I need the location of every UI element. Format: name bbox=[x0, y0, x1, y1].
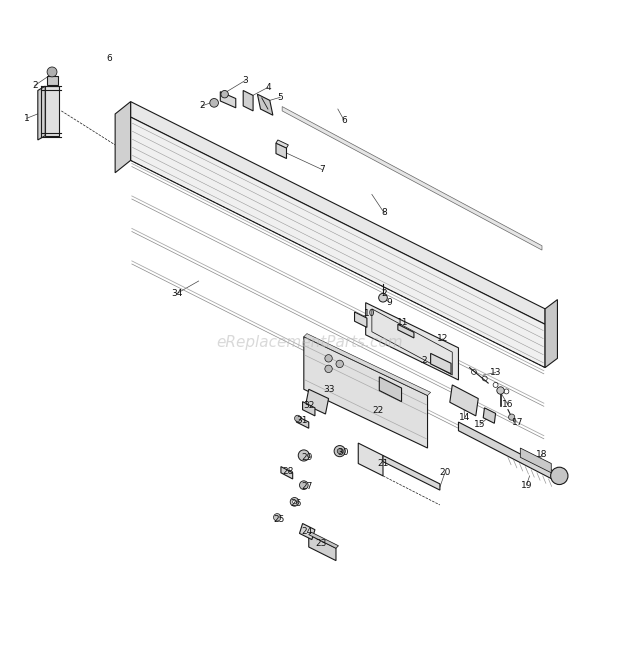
Polygon shape bbox=[299, 524, 315, 539]
Polygon shape bbox=[358, 443, 383, 476]
Circle shape bbox=[293, 500, 296, 504]
Text: 4: 4 bbox=[265, 83, 271, 92]
Text: 2: 2 bbox=[199, 101, 205, 110]
Polygon shape bbox=[131, 117, 545, 368]
Polygon shape bbox=[306, 389, 329, 414]
Text: 24: 24 bbox=[301, 527, 312, 536]
Text: 31: 31 bbox=[296, 416, 308, 425]
Polygon shape bbox=[243, 91, 253, 111]
Text: 6: 6 bbox=[106, 54, 112, 63]
Circle shape bbox=[221, 91, 228, 98]
Polygon shape bbox=[281, 467, 293, 479]
Text: 32: 32 bbox=[303, 401, 314, 410]
Text: 28: 28 bbox=[283, 467, 294, 476]
Polygon shape bbox=[450, 385, 478, 416]
Circle shape bbox=[551, 467, 568, 485]
Polygon shape bbox=[257, 94, 273, 115]
Text: 19: 19 bbox=[521, 481, 532, 490]
Polygon shape bbox=[379, 377, 402, 402]
Text: 25: 25 bbox=[273, 515, 285, 524]
Polygon shape bbox=[383, 455, 440, 490]
Polygon shape bbox=[309, 535, 336, 561]
Polygon shape bbox=[131, 102, 545, 325]
Circle shape bbox=[210, 98, 218, 107]
Circle shape bbox=[298, 450, 309, 461]
Circle shape bbox=[334, 446, 345, 457]
Text: 2: 2 bbox=[422, 356, 427, 365]
Text: 30: 30 bbox=[337, 448, 348, 457]
Polygon shape bbox=[398, 325, 414, 338]
Circle shape bbox=[497, 387, 504, 394]
Polygon shape bbox=[520, 448, 551, 473]
Polygon shape bbox=[545, 299, 557, 368]
Text: 2: 2 bbox=[381, 289, 387, 298]
Polygon shape bbox=[38, 86, 45, 140]
Text: 12: 12 bbox=[437, 334, 449, 343]
Text: 8: 8 bbox=[381, 208, 387, 217]
Polygon shape bbox=[366, 303, 458, 380]
Circle shape bbox=[47, 67, 57, 77]
Circle shape bbox=[379, 293, 388, 302]
Text: 33: 33 bbox=[323, 385, 334, 394]
Text: 20: 20 bbox=[439, 468, 451, 477]
Circle shape bbox=[337, 449, 342, 453]
Text: 3: 3 bbox=[242, 76, 248, 85]
Text: 16: 16 bbox=[502, 400, 514, 409]
Circle shape bbox=[294, 415, 301, 422]
Polygon shape bbox=[276, 143, 286, 159]
Text: 6: 6 bbox=[341, 116, 347, 125]
Polygon shape bbox=[282, 106, 542, 250]
Polygon shape bbox=[355, 312, 367, 327]
Polygon shape bbox=[115, 102, 131, 173]
Polygon shape bbox=[276, 140, 288, 148]
Circle shape bbox=[336, 360, 343, 368]
Circle shape bbox=[325, 354, 332, 362]
Text: 9: 9 bbox=[386, 297, 392, 307]
Circle shape bbox=[299, 481, 308, 490]
Polygon shape bbox=[304, 336, 428, 448]
Polygon shape bbox=[45, 86, 60, 136]
Polygon shape bbox=[220, 92, 236, 108]
Text: 22: 22 bbox=[373, 407, 384, 415]
Text: 11: 11 bbox=[397, 318, 409, 327]
Polygon shape bbox=[303, 402, 315, 416]
Text: 26: 26 bbox=[291, 499, 302, 508]
Circle shape bbox=[273, 514, 281, 521]
Polygon shape bbox=[47, 75, 58, 85]
Polygon shape bbox=[304, 334, 431, 395]
Polygon shape bbox=[431, 354, 451, 374]
Polygon shape bbox=[309, 532, 339, 548]
Text: eReplacementParts.com: eReplacementParts.com bbox=[216, 335, 404, 350]
Text: 27: 27 bbox=[301, 482, 312, 491]
Text: 5: 5 bbox=[277, 93, 283, 102]
Polygon shape bbox=[296, 416, 309, 428]
Circle shape bbox=[325, 365, 332, 373]
Text: 21: 21 bbox=[378, 459, 389, 468]
Text: 1: 1 bbox=[24, 114, 30, 123]
Text: 17: 17 bbox=[512, 418, 523, 426]
Text: 14: 14 bbox=[459, 412, 471, 422]
Text: 23: 23 bbox=[316, 539, 327, 549]
Text: 2: 2 bbox=[32, 81, 38, 90]
Text: 10: 10 bbox=[364, 309, 375, 319]
Text: 15: 15 bbox=[474, 420, 486, 429]
Circle shape bbox=[508, 414, 515, 420]
Text: 13: 13 bbox=[490, 368, 502, 377]
Circle shape bbox=[290, 498, 299, 506]
Text: 18: 18 bbox=[536, 449, 547, 459]
Text: 34: 34 bbox=[171, 289, 183, 298]
Text: 29: 29 bbox=[301, 453, 312, 462]
Text: 7: 7 bbox=[319, 165, 326, 174]
Polygon shape bbox=[483, 408, 495, 423]
Polygon shape bbox=[458, 422, 554, 480]
